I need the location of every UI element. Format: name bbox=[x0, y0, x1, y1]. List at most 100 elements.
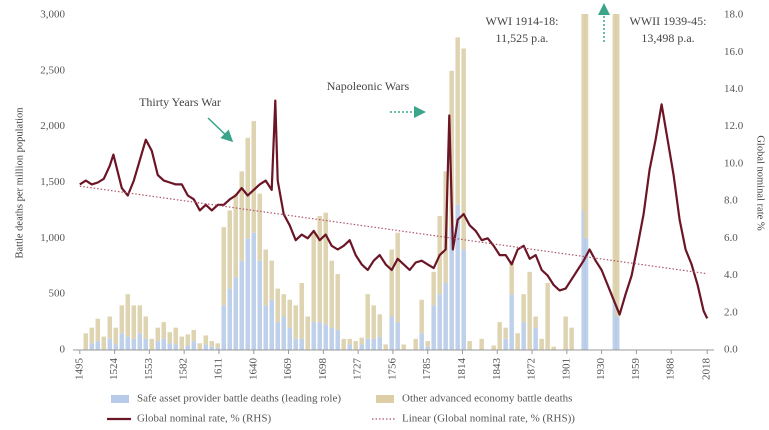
bar bbox=[383, 344, 388, 350]
y2-tick-label: 8.0 bbox=[724, 195, 738, 207]
bar bbox=[583, 238, 589, 350]
bar bbox=[437, 294, 442, 350]
x-tick-label: 1698 bbox=[317, 358, 329, 381]
bar bbox=[401, 344, 406, 350]
annotation: WWII 1939-45: bbox=[630, 14, 707, 28]
bar bbox=[551, 346, 556, 350]
bar bbox=[317, 216, 322, 323]
bar bbox=[209, 346, 215, 350]
rate-line bbox=[79, 99, 709, 319]
x-tick-label: 1553 bbox=[143, 358, 155, 381]
bar bbox=[389, 249, 394, 317]
bar bbox=[311, 322, 316, 350]
bar bbox=[281, 294, 286, 317]
x-tick-label: 1669 bbox=[282, 358, 294, 381]
bar bbox=[413, 338, 418, 350]
bar bbox=[227, 288, 233, 350]
y2-tick-label: 12.0 bbox=[724, 120, 744, 132]
bar bbox=[167, 332, 173, 344]
bar bbox=[119, 305, 125, 334]
bar bbox=[503, 327, 508, 339]
bar bbox=[377, 314, 382, 337]
bar bbox=[425, 346, 430, 350]
bar bbox=[239, 171, 244, 261]
bar bbox=[521, 294, 526, 323]
bar bbox=[269, 299, 274, 350]
bar bbox=[203, 344, 209, 350]
bar bbox=[612, 14, 618, 300]
x-tick-label: 1611 bbox=[212, 358, 224, 380]
bar bbox=[113, 344, 119, 350]
bar bbox=[245, 137, 250, 239]
annotation: Napoleonic Wars bbox=[327, 79, 410, 93]
bar bbox=[311, 232, 316, 323]
bar bbox=[545, 283, 550, 350]
bar bbox=[335, 329, 340, 350]
bar bbox=[263, 305, 268, 350]
bar bbox=[257, 260, 262, 350]
bar bbox=[443, 283, 448, 350]
bar bbox=[371, 338, 376, 350]
bar bbox=[119, 333, 125, 350]
y-tick-label: 500 bbox=[49, 288, 66, 300]
y2-tick-label: 18.0 bbox=[724, 9, 744, 21]
legend-label: Safe asset provider battle deaths (leadi… bbox=[137, 393, 341, 405]
y2-tick-label: 0.0 bbox=[724, 344, 738, 356]
bar bbox=[173, 327, 179, 345]
annotation: Thirty Years War bbox=[139, 95, 221, 109]
legend-swatch bbox=[376, 395, 394, 403]
y-tick-label: 1,500 bbox=[40, 176, 65, 188]
bar bbox=[197, 343, 203, 350]
bar bbox=[365, 294, 370, 339]
y2-axis-title: Global nominal rate % bbox=[755, 135, 766, 231]
bar bbox=[299, 338, 304, 350]
bar bbox=[299, 283, 304, 339]
bar bbox=[239, 260, 244, 350]
bar bbox=[275, 288, 280, 323]
bar bbox=[155, 327, 161, 342]
bar bbox=[269, 260, 274, 300]
y2-tick-label: 14.0 bbox=[724, 83, 744, 95]
y-axis-title: Battle deaths per million population bbox=[14, 107, 25, 259]
legend-label: Other advanced economy battle deaths bbox=[402, 393, 572, 405]
bar bbox=[287, 327, 292, 350]
bar bbox=[233, 277, 238, 350]
annotation-arrow bbox=[207, 117, 234, 143]
bar bbox=[107, 338, 113, 350]
bar bbox=[419, 333, 424, 350]
annotation: WWI 1914-18: bbox=[486, 14, 559, 28]
bar bbox=[191, 341, 197, 350]
bar bbox=[167, 343, 173, 350]
bar bbox=[185, 345, 191, 350]
bar bbox=[125, 294, 131, 337]
x-tick-label: 1814 bbox=[456, 358, 468, 381]
x-tick-label: 1727 bbox=[352, 358, 364, 381]
y-tick-label: 2,500 bbox=[40, 64, 65, 76]
bar bbox=[209, 341, 215, 347]
bar bbox=[614, 14, 620, 317]
bar bbox=[449, 70, 454, 228]
y2-tick-label: 16.0 bbox=[724, 46, 744, 58]
bar bbox=[461, 249, 466, 350]
annotation: 13,498 p.a. bbox=[641, 31, 694, 45]
bar bbox=[203, 335, 209, 345]
x-tick-label: 1582 bbox=[178, 358, 190, 380]
bar bbox=[395, 232, 400, 323]
plot-area bbox=[79, 14, 709, 350]
legend-label: Linear (Global nominal rate, % (RHS)) bbox=[402, 413, 575, 425]
bar bbox=[143, 316, 149, 339]
bar bbox=[287, 299, 292, 328]
bar bbox=[479, 338, 484, 350]
y-tick-label: 0 bbox=[60, 344, 66, 356]
bar bbox=[323, 324, 328, 350]
x-tick-label: 1756 bbox=[386, 358, 398, 381]
bar bbox=[101, 336, 107, 350]
bar bbox=[179, 336, 185, 350]
bar bbox=[233, 193, 238, 278]
legend-label: Global nominal rate, % (RHS) bbox=[137, 413, 271, 425]
bar bbox=[455, 37, 460, 205]
bar bbox=[173, 344, 179, 350]
y2-tick-label: 4.0 bbox=[724, 269, 738, 281]
bar bbox=[341, 338, 346, 350]
bar bbox=[125, 336, 131, 350]
